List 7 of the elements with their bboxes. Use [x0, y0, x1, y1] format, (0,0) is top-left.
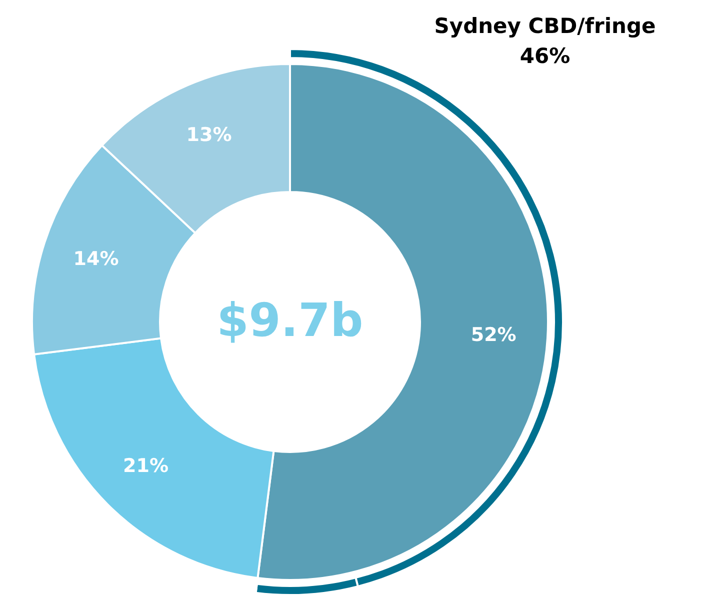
slice-label: Sydney CBD/fringe [434, 14, 656, 38]
data-label: 13% [186, 124, 232, 146]
data-label: 14% [73, 248, 119, 270]
data-label: 46% [520, 44, 570, 68]
data-label: 52% [470, 324, 516, 346]
text: $9.7b [216, 293, 364, 347]
data-label: 21% [123, 455, 168, 478]
